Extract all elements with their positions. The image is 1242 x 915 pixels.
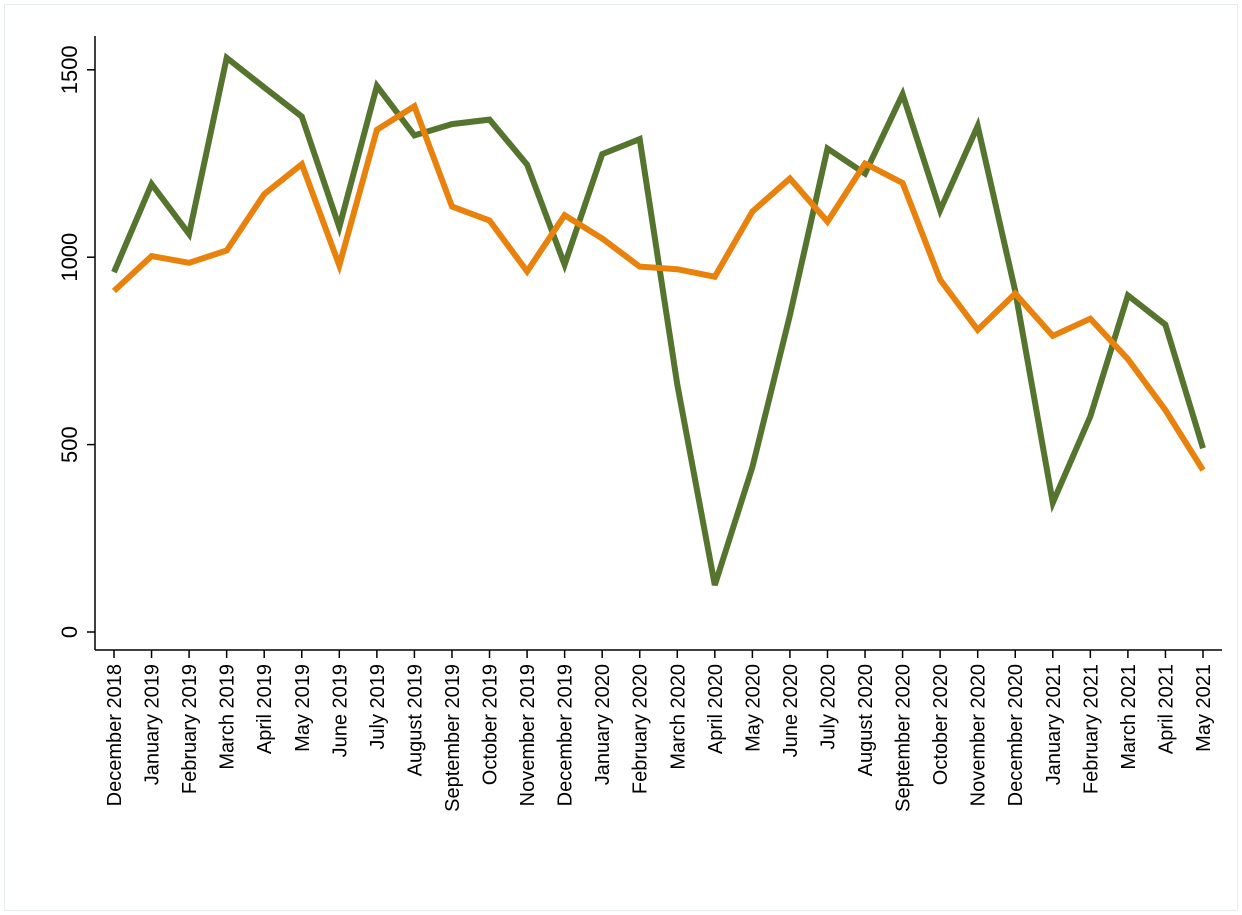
y-tick-label: 1500 — [57, 45, 82, 94]
y-tick-labels: 0 500 1000 1500 — [57, 45, 82, 638]
x-tick-label: January 2020 — [592, 664, 614, 785]
x-tick-label: April 2019 — [254, 664, 276, 754]
x-tick-label: March 2020 — [667, 664, 689, 770]
axes — [87, 36, 1222, 658]
y-tick-label: 1000 — [57, 233, 82, 282]
x-tick-label: September 2019 — [442, 664, 464, 812]
x-tick-label: November 2020 — [968, 664, 990, 806]
x-tick-label: January 2021 — [1043, 664, 1065, 785]
x-tick-label: April 2020 — [705, 664, 727, 754]
x-tick-label: June 2020 — [780, 664, 802, 757]
x-tick-label: October 2020 — [930, 664, 952, 785]
y-tick-label: 0 — [57, 626, 82, 638]
x-tick-label: November 2019 — [517, 664, 539, 806]
series-line-2 — [111, 101, 1206, 472]
x-tick-label: February 2021 — [1080, 664, 1102, 794]
x-tick-label: February 2019 — [179, 664, 201, 794]
x-tick-label: March 2019 — [217, 664, 239, 770]
x-tick-label: January 2019 — [142, 664, 164, 785]
x-tick-label: December 2019 — [555, 664, 577, 806]
x-tick-labels: December 2018 January 2019 February 2019 Ma… — [104, 664, 1215, 812]
x-tick-label: May 2020 — [742, 664, 764, 752]
x-tick-label: May 2021 — [1193, 664, 1215, 752]
x-tick-label: August 2019 — [404, 664, 426, 776]
x-tick-label: February 2020 — [630, 664, 652, 794]
series-group — [111, 52, 1206, 587]
x-tick-label: July 2019 — [367, 664, 389, 750]
x-tick-label: August 2020 — [855, 664, 877, 776]
x-tick-label: April 2021 — [1155, 664, 1177, 754]
x-tick-label: July 2020 — [817, 664, 839, 750]
x-tick-label: December 2018 — [104, 664, 126, 806]
y-tick-label: 500 — [57, 426, 82, 463]
series-line-1 — [111, 52, 1206, 587]
x-tick-label: March 2021 — [1118, 664, 1140, 770]
x-tick-label: May 2019 — [292, 664, 314, 752]
x-tick-label: September 2020 — [893, 664, 915, 812]
x-tick-label: June 2019 — [329, 664, 351, 757]
x-tick-label: December 2020 — [1005, 664, 1027, 806]
chart-frame — [4, 4, 1238, 911]
x-tick-label: October 2019 — [480, 664, 502, 785]
